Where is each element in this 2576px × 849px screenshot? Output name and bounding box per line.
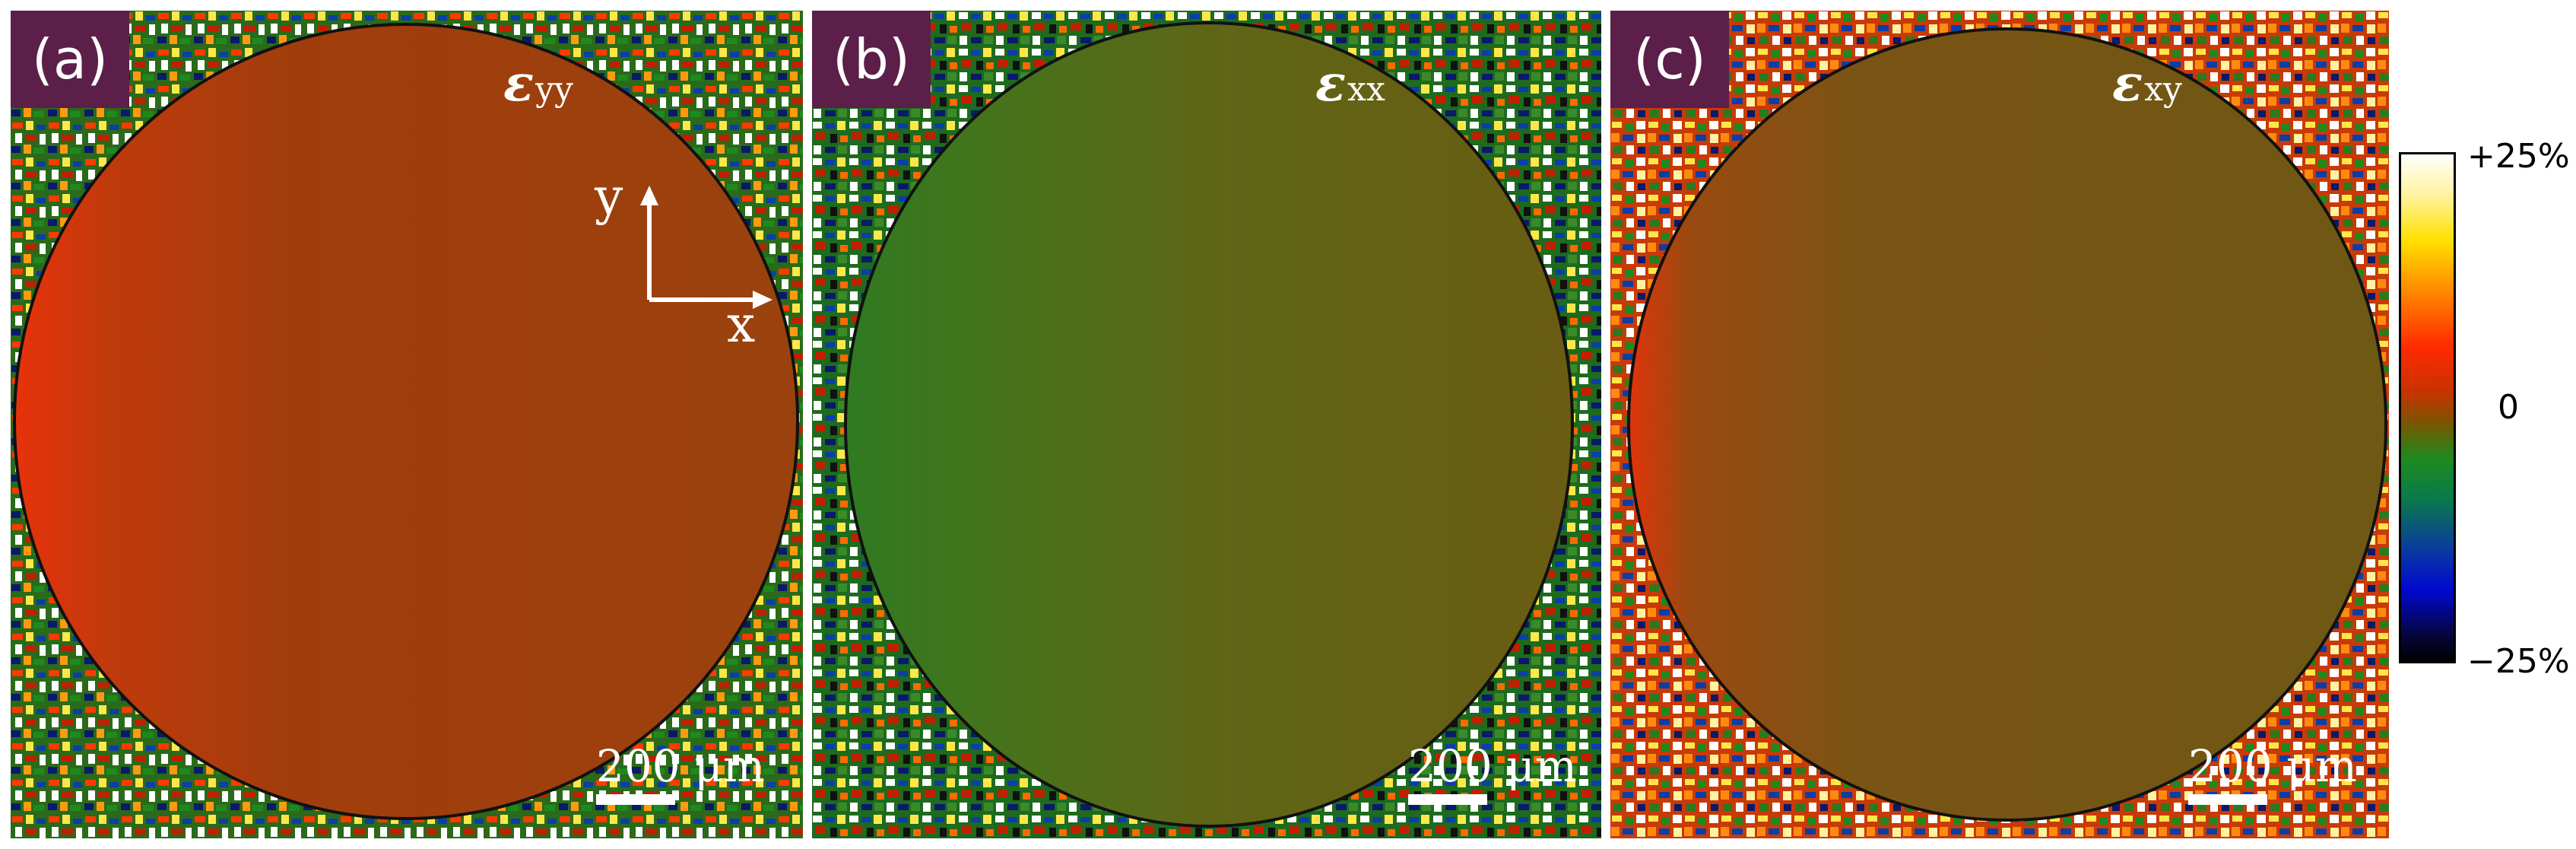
strain-label: εyy [503, 58, 573, 108]
colorbar-mid-label: 0 [2498, 388, 2519, 427]
scale-bar-line [1408, 794, 1487, 805]
panel-label: (c) [1633, 27, 1706, 91]
strain-subscript: yy [535, 70, 573, 109]
axes-arrows [640, 186, 772, 309]
panel-a: (a) εyy y x 200 μm [11, 11, 803, 838]
strain-map-eyy [11, 11, 803, 838]
strain-label: εxx [1315, 58, 1385, 108]
panel-label: (a) [31, 27, 109, 91]
strain-map-exy [1610, 11, 2389, 838]
panel-label-box: (b) [812, 11, 931, 108]
strain-label: εxy [2112, 58, 2182, 108]
panel-label-box: (a) [11, 11, 129, 108]
strain-subscript: xy [2144, 70, 2182, 109]
x-axis-label: x [727, 295, 756, 354]
scale-bar-line [596, 794, 675, 805]
colorbar-min-label: −25% [2467, 642, 2570, 681]
scale-bar-line [2188, 794, 2267, 805]
strain-subscript: xx [1347, 70, 1385, 109]
strain-symbol: ε [503, 53, 535, 113]
panel-c: (c) εxy 200 μm [1610, 11, 2389, 838]
strain-symbol: ε [1315, 53, 1347, 113]
colorbar-max-label: +25% [2467, 137, 2570, 176]
scale-bar: 200 μm [596, 744, 765, 805]
scale-bar: 200 μm [1408, 744, 1577, 805]
panel-b: (b) εxx 200 μm [812, 11, 1601, 838]
strain-symbol: ε [2112, 53, 2143, 113]
panel-label-box: (c) [1610, 11, 1729, 108]
scale-bar-text: 200 μm [1408, 740, 1577, 792]
panel-label: (b) [833, 27, 910, 91]
strain-map-exx [812, 11, 1601, 838]
scale-bar-text: 200 μm [2188, 740, 2357, 792]
y-axis-label: y [595, 167, 623, 226]
scale-bar-text: 200 μm [596, 740, 765, 792]
colorbar [2399, 152, 2456, 663]
scale-bar: 200 μm [2188, 744, 2357, 805]
